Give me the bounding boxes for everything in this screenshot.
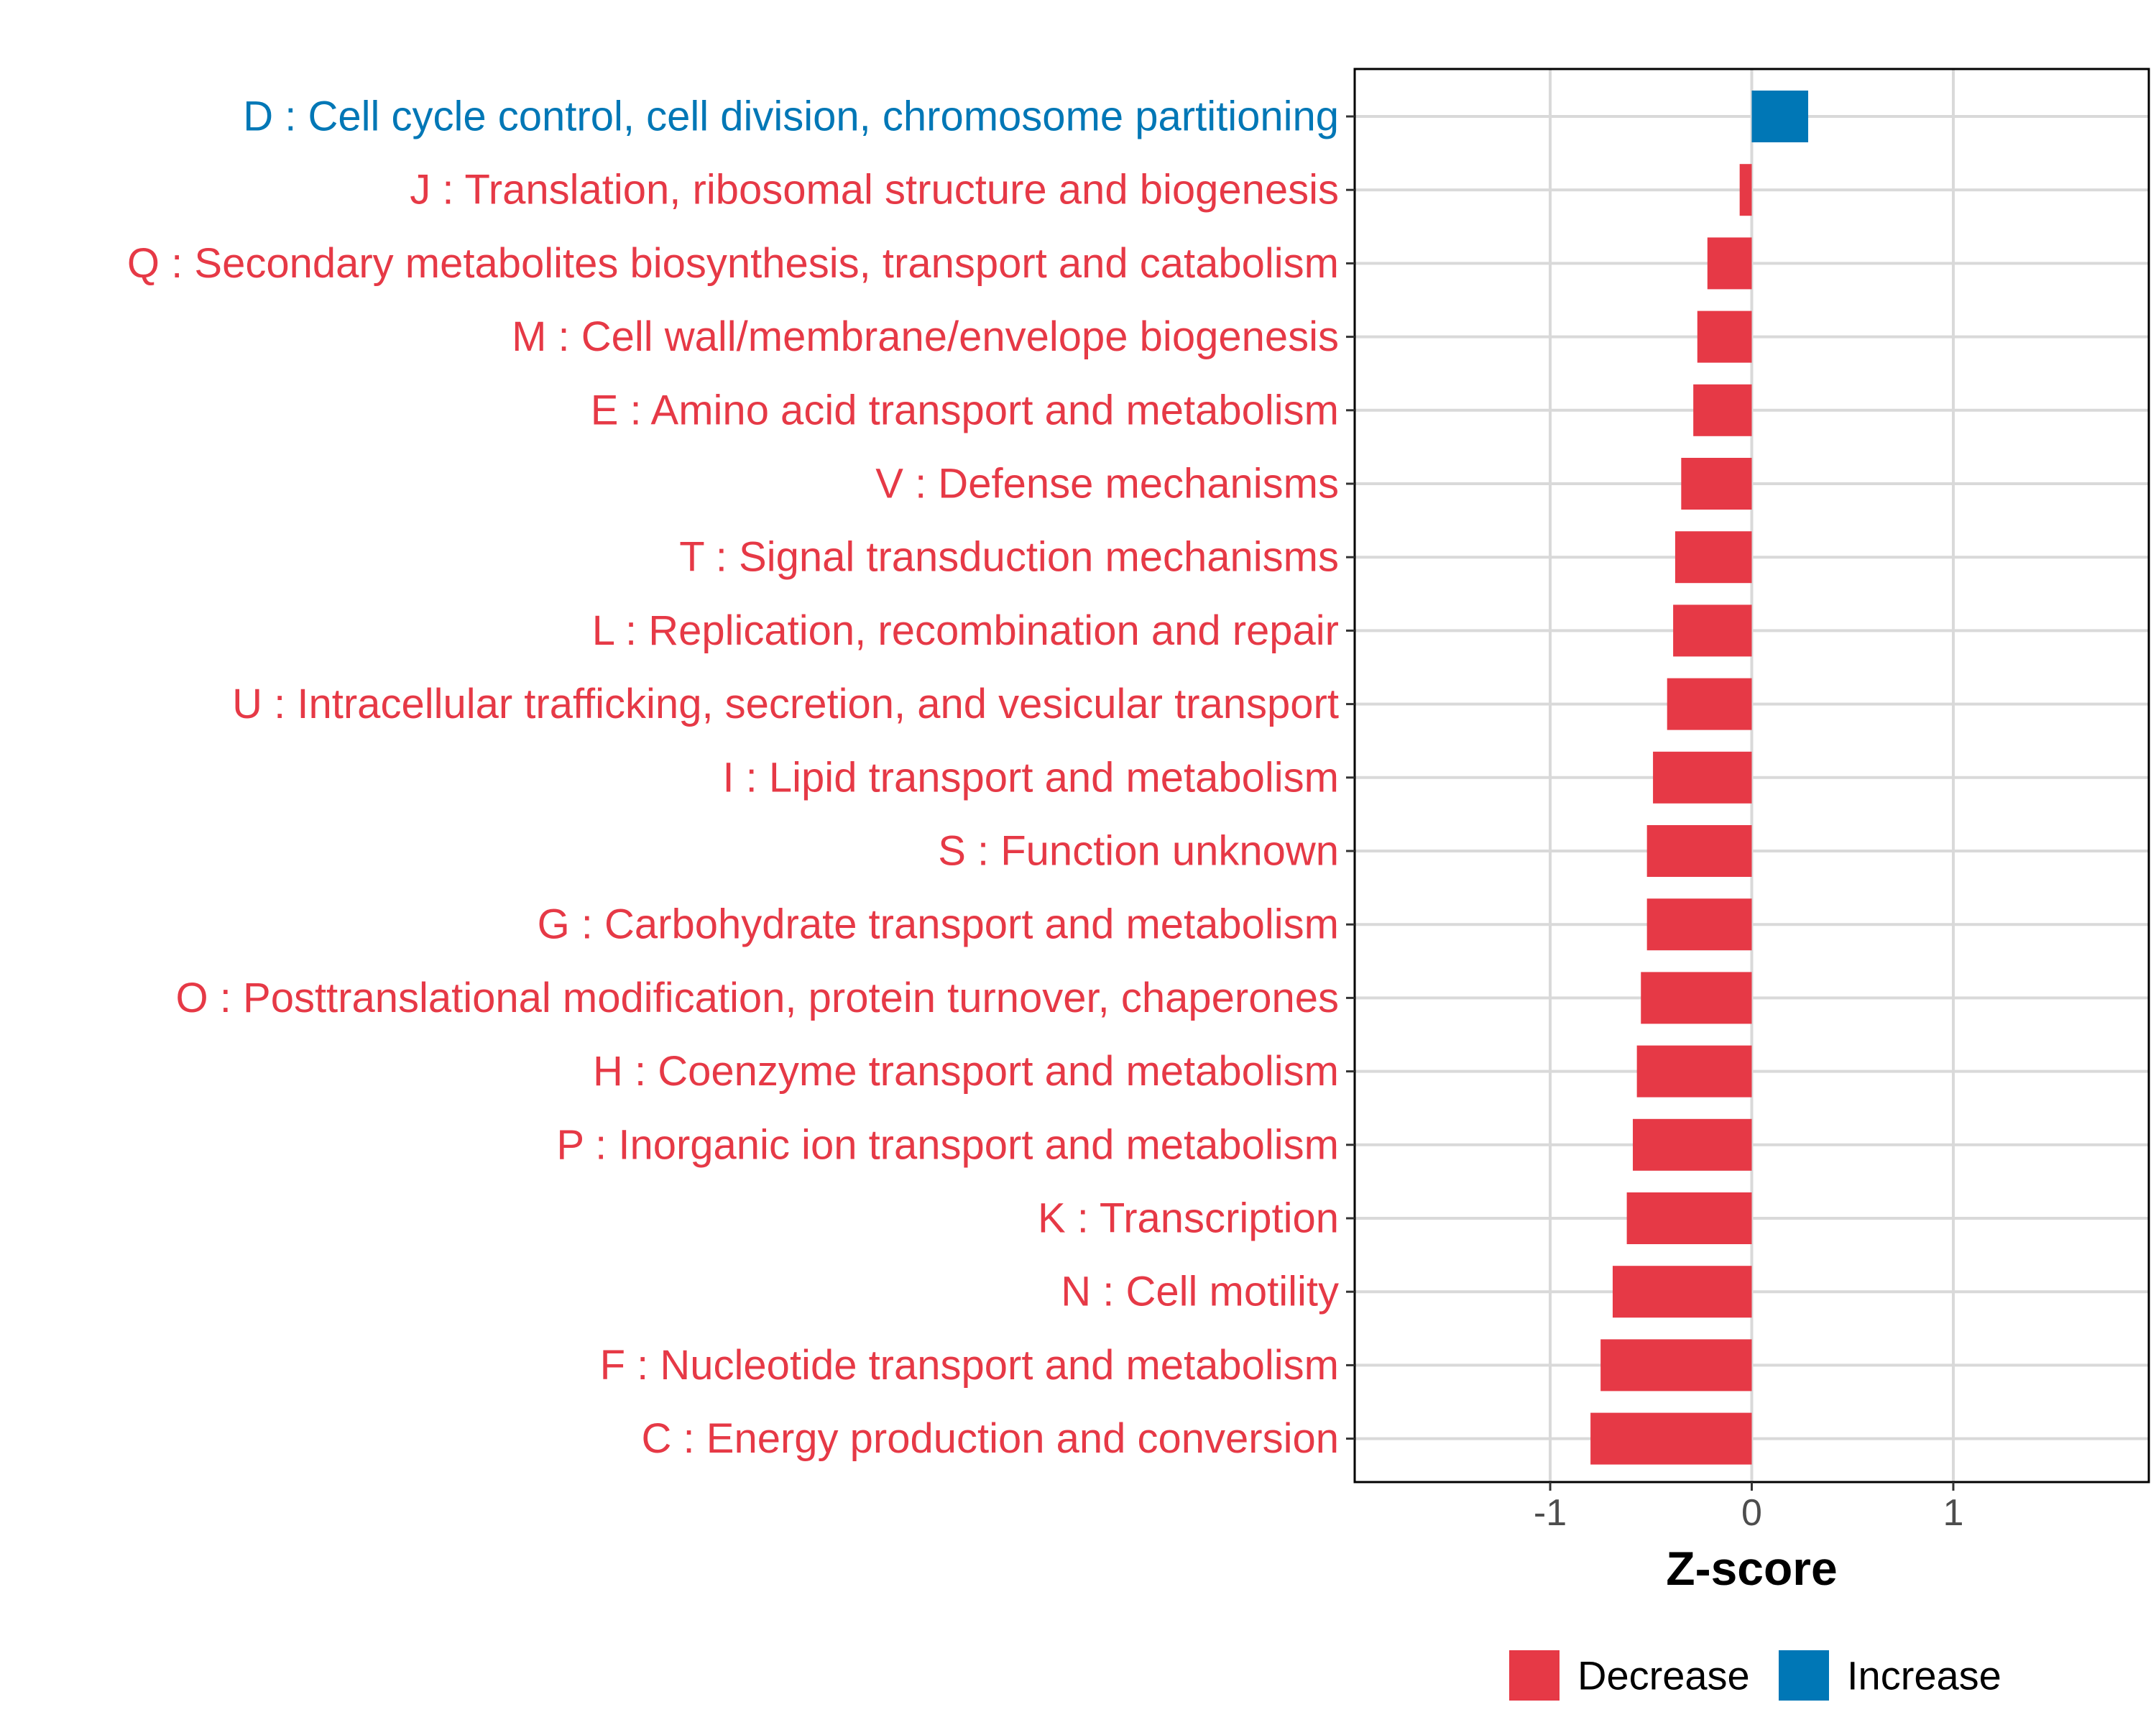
category-label: D : Cell cycle control, cell division, c… [243, 93, 1339, 140]
y-axis-ticks [1346, 115, 1355, 1440]
category-label: T : Signal transduction mechanisms [679, 534, 1339, 581]
category-label: F : Nucleotide transport and metabolism [600, 1342, 1339, 1389]
category-label: U : Intracellular trafficking, secretion… [232, 681, 1339, 727]
bar [1590, 1412, 1752, 1465]
category-labels: D : Cell cycle control, cell division, c… [127, 93, 1339, 1463]
bar [1646, 898, 1752, 951]
category-label: I : Lipid transport and metabolism [722, 754, 1339, 801]
bars [1590, 91, 1809, 1465]
legend-swatch [1779, 1650, 1829, 1701]
category-label: L : Replication, recombination and repai… [592, 607, 1339, 654]
bar [1653, 751, 1752, 804]
legend-label: Decrease [1577, 1653, 1750, 1698]
category-label: G : Carbohydrate transport and metabolis… [538, 901, 1339, 948]
category-label: V : Defense mechanisms [875, 461, 1339, 507]
legend: Decrease Increase [1509, 1650, 2001, 1701]
bar [1739, 164, 1752, 216]
bar [1673, 604, 1752, 657]
category-label: O : Posttranslational modification, prot… [176, 975, 1339, 1021]
bar [1674, 531, 1752, 584]
legend-item-decrease: Decrease [1509, 1650, 1750, 1701]
bar [1600, 1339, 1752, 1392]
bar [1751, 91, 1809, 142]
bar [1667, 678, 1752, 730]
bar [1646, 825, 1752, 877]
x-tick-label: 0 [1741, 1492, 1762, 1534]
x-axis-title: Z-score [1666, 1542, 1837, 1595]
x-tick-label: 1 [1943, 1492, 1963, 1534]
bar [1633, 1118, 1752, 1171]
category-label: H : Coenzyme transport and metabolism [593, 1048, 1339, 1095]
category-label: Q : Secondary metabolites biosynthesis, … [127, 240, 1339, 287]
bar [1693, 384, 1752, 436]
category-label: P : Inorganic ion transport and metaboli… [556, 1121, 1339, 1168]
category-label: K : Transcription [1038, 1195, 1339, 1242]
category-label: E : Amino acid transport and metabolism [591, 387, 1339, 433]
category-label: S : Function unknown [938, 828, 1339, 875]
category-label: M : Cell wall/membrane/envelope biogenes… [512, 313, 1339, 360]
bar [1626, 1192, 1752, 1244]
x-tick-label: -1 [1534, 1492, 1567, 1534]
legend-label: Increase [1847, 1653, 2001, 1698]
x-axis-ticks: -1 0 1 [1534, 1482, 1963, 1534]
category-label: J : Translation, ribosomal structure and… [410, 167, 1339, 213]
bar [1612, 1266, 1752, 1318]
category-label: N : Cell motility [1061, 1269, 1339, 1315]
bar [1641, 972, 1752, 1024]
category-label: C : Energy production and conversion [642, 1415, 1339, 1462]
bar [1636, 1045, 1752, 1098]
legend-item-increase: Increase [1779, 1650, 2001, 1701]
legend-swatch [1509, 1650, 1560, 1701]
bar [1697, 310, 1752, 363]
bar [1681, 458, 1752, 510]
bar [1707, 237, 1752, 290]
